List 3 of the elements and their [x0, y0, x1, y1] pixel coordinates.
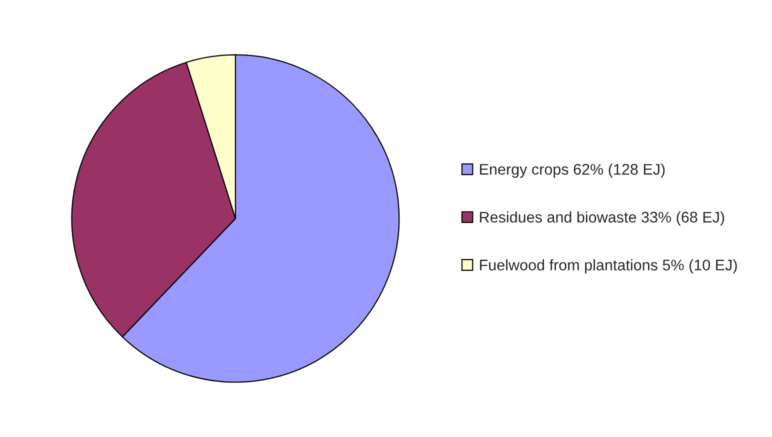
legend-label: Fuelwood from plantations 5% (10 EJ) [480, 259, 737, 274]
legend-label: Energy crops 62% (128 EJ) [480, 164, 665, 178]
legend-label: Residues and biowaste 33% (68 EJ) [480, 211, 724, 226]
